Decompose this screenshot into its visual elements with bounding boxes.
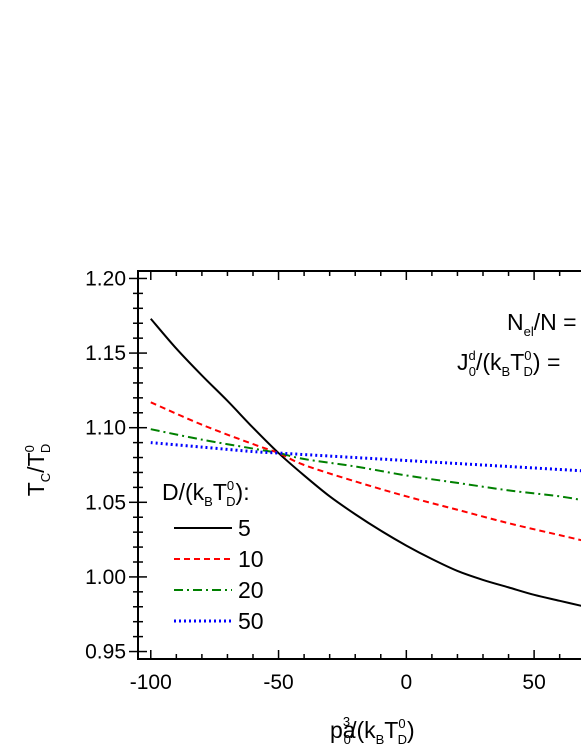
legend-label-5: 5	[238, 515, 251, 541]
y-tick-label: 0.95	[85, 641, 126, 664]
y-tick-label: 1.15	[85, 342, 126, 365]
legend-label-20: 20	[238, 577, 264, 603]
axis-ticks	[129, 271, 561, 659]
x-tick-label: -100	[130, 671, 172, 694]
legend-label-10: 10	[238, 546, 264, 572]
x-tick-label: -50	[263, 671, 293, 694]
legend-label-50: 50	[238, 608, 264, 634]
series-line-5	[150, 318, 581, 607]
plot-frame	[137, 270, 581, 660]
series-line-10	[150, 401, 581, 542]
legend: D/(kBT0 D): 5 10 20 50	[162, 478, 264, 634]
y-axis-title: TC/T0D	[22, 444, 53, 497]
x-tick-label: 50	[522, 671, 545, 694]
y-tick-label: 1.20	[85, 267, 126, 290]
x-tick-label: 0	[400, 671, 412, 694]
series-line-50	[150, 441, 581, 473]
y-tick-label: 1.05	[85, 491, 126, 514]
series-layer	[150, 318, 581, 607]
x-axis-title: pa03/(kBT0 D)	[330, 714, 415, 747]
y-tick-label: 1.00	[85, 566, 126, 589]
annotation-j0: Jd 0/(kBT0 D) =	[457, 348, 560, 379]
legend-title: D/(kBT0 D):	[162, 478, 250, 509]
series-line-20	[150, 428, 581, 502]
y-tick-label: 1.10	[85, 417, 126, 440]
annotation-nel: Nel/N =	[507, 309, 577, 339]
